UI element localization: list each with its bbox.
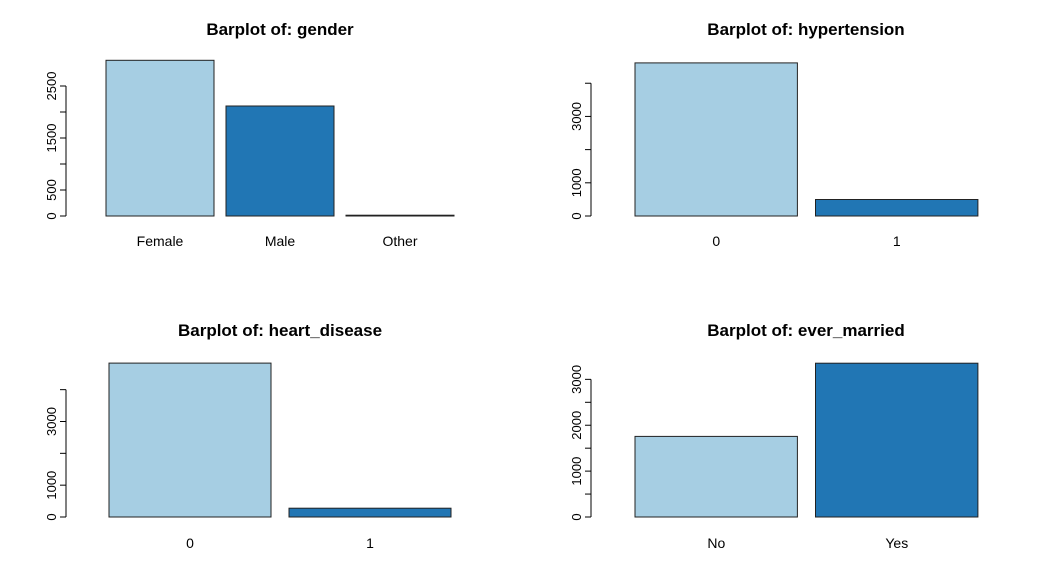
bar-male [225,105,335,217]
bar-0 [108,362,272,518]
category-label: 0 [712,233,720,249]
y-tick-label: 0 [569,212,584,219]
category-label: No [707,535,725,551]
y-tick-label: 3000 [44,407,59,436]
chart-title: Barplot of: heart_disease [178,321,382,340]
panel-gender: Barplot of: gender Female Male Other 0 500 15… [44,20,455,249]
y-tick-label: 500 [44,179,59,201]
panel-heart-disease: Barplot of: heart_disease 0 1 0 1000 3000 [44,321,452,551]
bar-yes [815,362,979,518]
chart-title: Barplot of: ever_married [707,321,904,340]
category-label: 0 [186,535,194,551]
y-tick-label: 3000 [569,365,584,394]
panel-ever-married: Barplot of: ever_married No Yes 0 1000 2000 3… [569,321,979,551]
category-label: Male [265,233,296,249]
panel-hypertension: Barplot of: hypertension 0 1 0 1000 3000 [569,20,979,249]
y-tick-label: 0 [569,513,584,520]
y-tick-label: 0 [44,513,59,520]
y-tick-label: 2500 [44,72,59,101]
bar-1 [288,507,452,518]
bar-0 [634,62,798,217]
y-tick-label: 1000 [569,457,584,486]
category-label: Yes [885,535,908,551]
y-tick-label: 1500 [44,124,59,153]
y-tick-label: 2000 [569,411,584,440]
bar-other [345,214,455,217]
chart-title: Barplot of: gender [206,20,354,39]
chart-title: Barplot of: hypertension [707,20,904,39]
bar-1 [815,199,979,217]
bar-no [634,435,798,518]
category-label: Other [382,233,417,249]
y-tick-label: 1000 [44,471,59,500]
category-label: 1 [366,535,374,551]
y-tick-label: 1000 [569,168,584,197]
y-tick-label: 3000 [569,102,584,131]
category-label: 1 [893,233,901,249]
y-tick-label: 0 [44,212,59,219]
bar-female [105,59,215,217]
category-label: Female [137,233,184,249]
